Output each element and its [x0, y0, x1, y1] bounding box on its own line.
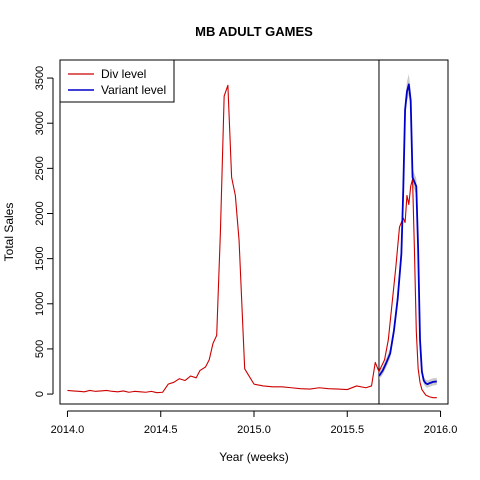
axes: 2014.0 2014.5 2015.0 2015.5 2016.0 0 500 1000 15…	[34, 66, 457, 436]
y-tick-label: 3000	[34, 111, 46, 135]
y-tick-label: 500	[34, 340, 46, 358]
variant-level-line	[378, 83, 437, 386]
chart-title: MB ADULT GAMES	[195, 24, 313, 39]
legend-label-div-level: Div level	[101, 67, 146, 81]
y-tick-label: 2500	[34, 156, 46, 180]
x-axis-label: Year (weeks)	[219, 450, 289, 464]
x-tick-label: 2014.0	[51, 424, 85, 436]
plot-area	[67, 60, 437, 404]
y-tick-label: 3500	[34, 66, 46, 90]
y-tick-label: 1000	[34, 292, 46, 316]
legend-box	[59, 59, 175, 103]
legend-label-variant-level: Variant level	[101, 83, 166, 97]
x-tick-label: 2014.5	[144, 424, 178, 436]
y-tick-label: 2000	[34, 201, 46, 225]
y-tick-label: 1500	[34, 246, 46, 270]
x-tick-label: 2015.0	[237, 424, 271, 436]
x-tick-label: 2016.0	[424, 424, 458, 436]
y-axis-label: Total Sales	[2, 203, 16, 262]
legend: Div level Variant level	[59, 59, 175, 103]
y-tick-label: 0	[34, 391, 46, 397]
x-tick-label: 2015.5	[330, 424, 364, 436]
div-level-line	[67, 84, 437, 399]
plot-frame	[59, 59, 449, 405]
